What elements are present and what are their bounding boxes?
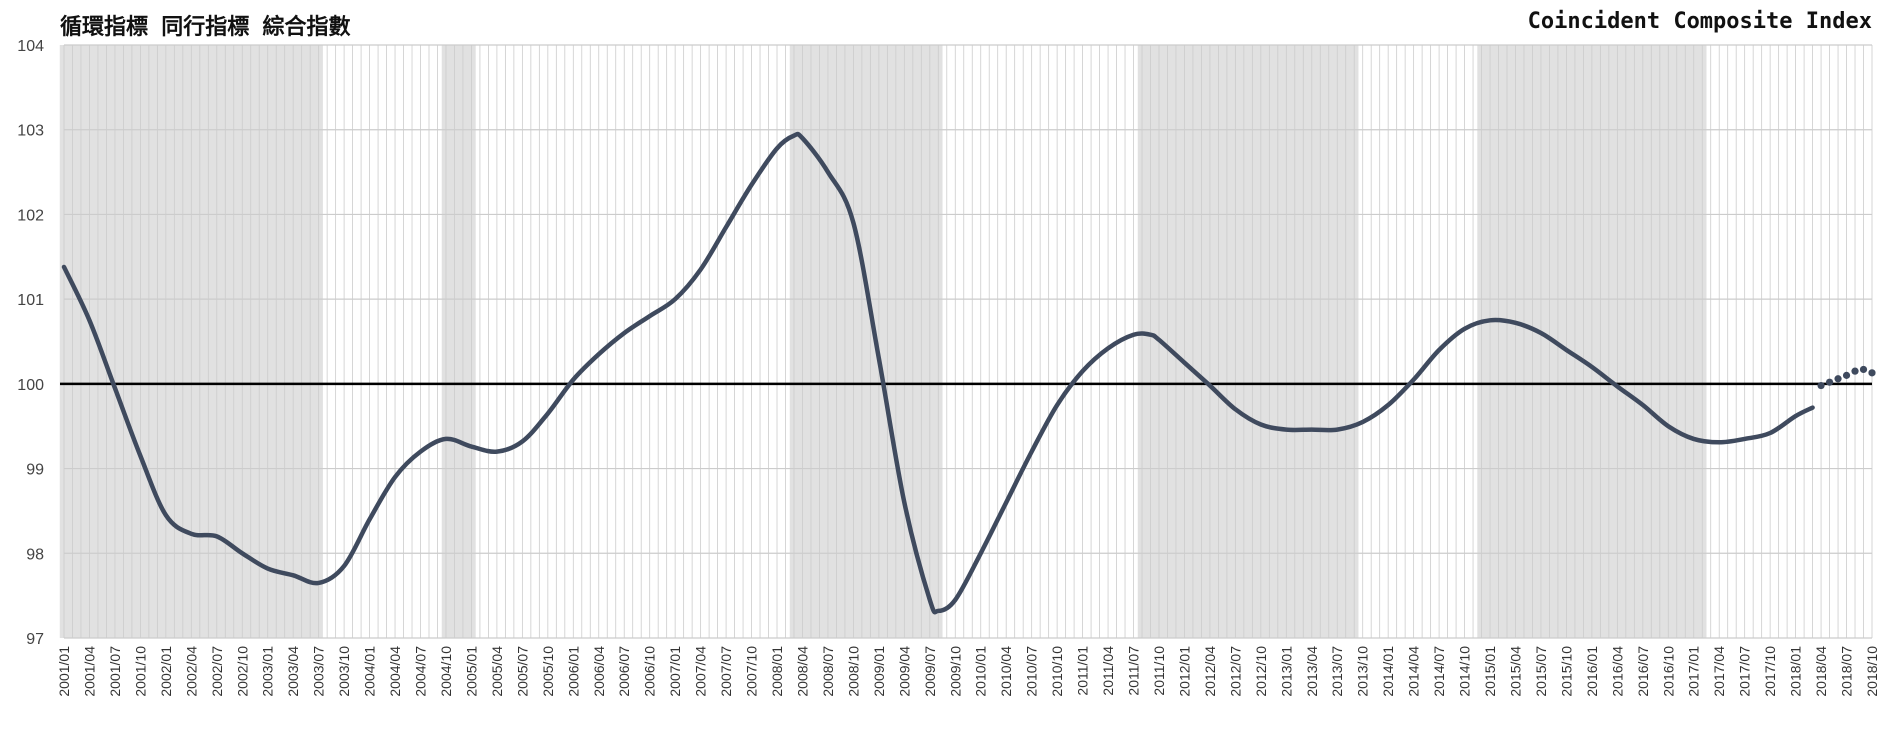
x-tick-label: 2007/07 (718, 646, 734, 697)
y-tick-label: 98 (26, 546, 44, 563)
x-tick-label: 2016/01 (1584, 646, 1600, 697)
x-tick-label: 2006/07 (616, 646, 632, 697)
x-tick-label: 2014/01 (1380, 646, 1396, 697)
y-tick-label: 100 (17, 377, 44, 394)
x-tick-label: 2012/10 (1253, 646, 1269, 697)
x-tick-label: 2018/10 (1864, 646, 1880, 697)
x-tick-label: 2008/07 (820, 646, 836, 697)
x-tick-label: 2004/07 (413, 646, 429, 697)
x-tick-label: 2008/10 (845, 646, 861, 697)
x-tick-label: 2002/01 (158, 646, 174, 697)
x-tick-label: 2008/04 (794, 646, 810, 697)
y-tick-label: 103 (17, 123, 44, 140)
y-tick-label: 97 (26, 631, 44, 648)
shaded-period (789, 45, 943, 638)
x-tick-label: 2010/10 (1049, 646, 1065, 697)
x-tick-label: 2006/04 (591, 646, 607, 697)
y-tick-label: 101 (17, 292, 44, 309)
x-tick-label: 2004/04 (387, 646, 403, 697)
x-tick-label: 2012/04 (1202, 646, 1218, 697)
x-tick-label: 2013/01 (1278, 646, 1294, 697)
series-dot (1859, 365, 1868, 374)
x-tick-label: 2011/07 (1126, 646, 1142, 696)
x-tick-label: 2015/10 (1558, 646, 1574, 697)
x-tick-label: 2001/10 (132, 646, 148, 697)
x-tick-label: 2001/04 (81, 646, 97, 697)
series-dot (1834, 375, 1842, 383)
x-tick-label: 2004/10 (438, 646, 454, 697)
x-tick-label: 2013/04 (1304, 646, 1320, 697)
x-tick-label: 2016/07 (1635, 646, 1651, 697)
x-tick-label: 2013/10 (1355, 646, 1371, 697)
x-axis-ticks: 2001/01 2001/04 2001/07 2001/10 2002/01 2002/… (56, 646, 1880, 697)
series-dot (1868, 369, 1876, 377)
x-tick-label: 2006/10 (642, 646, 658, 697)
x-tick-label: 2012/01 (1176, 646, 1192, 697)
series-dot (1842, 371, 1851, 379)
x-tick-label: 2009/01 (871, 646, 887, 697)
x-tick-label: 2014/10 (1457, 646, 1473, 697)
x-tick-label: 2005/10 (540, 646, 556, 697)
x-tick-label: 2014/04 (1406, 646, 1422, 697)
series-line (61, 131, 1815, 615)
x-tick-label: 2007/10 (744, 646, 760, 697)
x-tick-label: 2017/01 (1686, 646, 1702, 697)
y-axis-ticks: 97 98 99 100 101 102 103 104 (17, 38, 44, 648)
x-tick-label: 2010/04 (998, 646, 1014, 697)
x-tick-label: 2006/01 (565, 646, 581, 697)
shaded-period (1137, 45, 1359, 638)
x-tick-label: 2018/04 (1813, 646, 1829, 697)
x-tick-label: 2018/07 (1839, 646, 1855, 697)
x-tick-label: 2013/07 (1329, 646, 1345, 697)
x-tick-label: 2015/04 (1507, 646, 1523, 697)
chart-title-ja: 循環指標 同行指標 綜合指數 (60, 15, 351, 40)
x-tick-label: 2002/07 (209, 646, 225, 697)
y-tick-label: 102 (17, 207, 44, 224)
series-dot (1825, 378, 1834, 386)
x-tick-label: 2003/04 (285, 646, 301, 697)
recession-shading-group (59, 45, 1707, 638)
x-tick-label: 2012/07 (1227, 646, 1243, 697)
x-tick-label: 2005/04 (489, 646, 505, 697)
x-tick-label: 2010/01 (973, 646, 989, 697)
x-tick-label: 2003/10 (336, 646, 352, 697)
x-tick-label: 2015/07 (1533, 646, 1549, 697)
x-tick-label: 2011/04 (1100, 646, 1116, 696)
x-tick-label: 2004/01 (362, 646, 378, 697)
vertical-gridlines (63, 45, 1873, 638)
chart-title-en: Coincident Composite Index (1527, 9, 1872, 34)
y-tick-label: 104 (17, 38, 44, 55)
series-dot (1817, 381, 1825, 390)
x-tick-label: 2003/07 (311, 646, 327, 697)
x-tick-label: 2009/10 (947, 646, 963, 697)
x-tick-label: 2005/07 (514, 646, 530, 697)
x-tick-label: 2007/04 (693, 646, 709, 697)
shaded-period (441, 45, 476, 638)
x-tick-label: 2007/01 (667, 646, 683, 697)
x-tick-label: 2017/10 (1762, 646, 1778, 697)
x-tick-label: 2002/04 (183, 646, 199, 697)
x-tick-label: 2003/01 (260, 646, 276, 697)
y-tick-label: 99 (26, 462, 44, 479)
x-tick-label: 2011/01 (1075, 646, 1091, 696)
x-tick-label: 2014/07 (1431, 646, 1447, 697)
x-tick-label: 2005/01 (463, 646, 479, 697)
x-tick-label: 2018/01 (1788, 646, 1804, 697)
x-tick-label: 2016/04 (1609, 646, 1625, 697)
x-tick-label: 2001/07 (107, 646, 123, 697)
x-tick-label: 2002/10 (234, 646, 250, 697)
x-tick-label: 2009/04 (896, 646, 912, 697)
x-tick-label: 2017/04 (1711, 646, 1727, 697)
series-group (61, 131, 1876, 615)
x-tick-label: 2011/10 (1151, 646, 1167, 696)
x-tick-label: 2010/07 (1024, 646, 1040, 697)
x-tick-label: 2017/07 (1737, 646, 1753, 697)
series-dot (1851, 367, 1859, 375)
x-tick-label: 2009/07 (922, 646, 938, 697)
x-tick-label: 2001/01 (56, 646, 72, 697)
x-tick-label: 2015/01 (1482, 646, 1498, 697)
x-tick-label: 2016/10 (1660, 646, 1676, 697)
x-tick-label: 2008/01 (769, 646, 785, 697)
